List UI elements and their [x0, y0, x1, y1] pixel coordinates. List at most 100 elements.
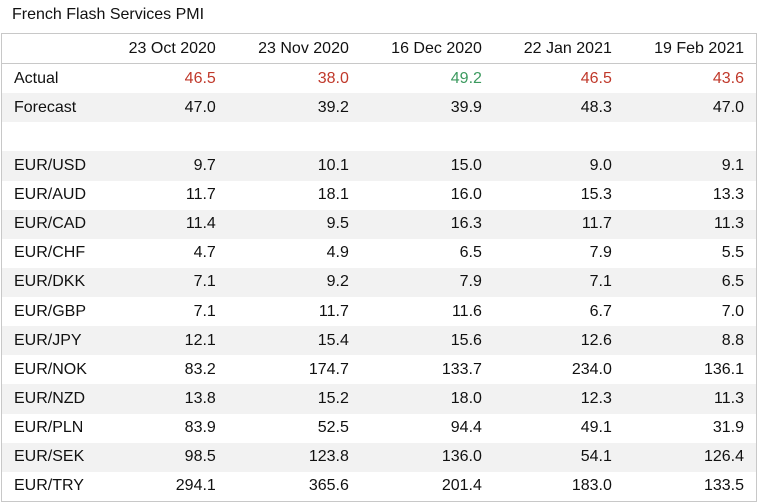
table-row: EUR/CHF 4.7 4.9 6.5 7.9 5.5	[2, 239, 757, 268]
value-cell: 11.6	[451, 302, 482, 320]
table-title: French Flash Services PMI	[12, 6, 205, 23]
value-cell: 49.2	[450, 69, 482, 87]
value-cell: 7.0	[721, 302, 744, 320]
value-cell: 7.1	[193, 302, 216, 320]
value-cell: 38.0	[317, 69, 349, 87]
value-cell: 9.1	[721, 156, 744, 174]
row-label: EUR/GBP	[14, 302, 87, 320]
value-cell: 31.9	[712, 419, 744, 437]
value-cell: 10.1	[317, 156, 349, 174]
value-cell: 94.4	[450, 419, 482, 437]
row-label: EUR/AUD	[14, 186, 87, 204]
value-cell: 54.1	[580, 448, 612, 466]
table-row: EUR/NZD 13.8 15.2 18.0 12.3 11.3	[1, 384, 757, 414]
value-cell: 9.2	[326, 273, 349, 291]
value-cell: 183.0	[571, 477, 612, 495]
value-cell: 11.7	[318, 302, 349, 320]
spacer-row	[2, 122, 757, 151]
value-cell: 136.0	[441, 448, 482, 466]
value-cell: 7.1	[193, 273, 216, 291]
table-row: Actual 46.5 38.0 49.2 46.5 43.6	[2, 64, 757, 94]
value-cell: 11.3	[714, 215, 744, 233]
column-header: 23 Nov 2020	[227, 33, 361, 64]
value-cell: 16.0	[450, 186, 482, 204]
value-cell: 9.7	[193, 156, 216, 174]
value-cell: 39.9	[450, 98, 482, 116]
value-cell: 98.5	[184, 448, 216, 466]
value-cell: 136.1	[703, 360, 744, 378]
value-cell: 43.6	[712, 69, 744, 87]
table-row: EUR/TRY 294.1 365.6 201.4 183.0 133.5	[2, 472, 757, 502]
value-cell: 46.5	[580, 69, 612, 87]
table-row: EUR/AUD 11.7 18.1 16.0 15.3 13.3	[2, 181, 757, 210]
table-row: EUR/JPY 12.1 15.4 15.6 12.6 8.8	[1, 326, 757, 356]
row-label: EUR/PLN	[14, 419, 84, 437]
column-header: 23 Oct 2020	[98, 33, 228, 64]
column-header: 22 Jan 2021	[493, 33, 624, 64]
value-cell: 6.7	[589, 302, 612, 320]
data-table: 23 Oct 2020 23 Nov 2020 16 Dec 2020 22 Jan …	[1, 33, 757, 502]
value-cell: 13.3	[712, 186, 744, 204]
value-cell: 6.5	[721, 273, 744, 291]
value-cell: 9.5	[326, 215, 349, 233]
value-cell: 174.7	[308, 360, 349, 378]
value-cell: 83.2	[184, 360, 216, 378]
value-cell: 6.5	[459, 244, 482, 262]
value-cell: 15.3	[580, 186, 612, 204]
value-cell: 47.0	[712, 98, 744, 116]
row-label: EUR/NOK	[14, 360, 87, 378]
value-cell: 5.5	[721, 244, 744, 262]
value-cell: 12.6	[580, 331, 612, 349]
value-cell: 4.9	[326, 244, 349, 262]
table-row: EUR/CAD 11.4 9.5 16.3 11.7 11.3	[1, 209, 757, 239]
value-cell: 16.3	[450, 215, 482, 233]
value-cell: 52.5	[317, 419, 349, 437]
table-row: EUR/PLN 83.9 52.5 94.4 49.1 31.9	[2, 414, 757, 443]
value-cell: 46.5	[184, 69, 216, 87]
value-cell: 47.0	[184, 98, 216, 116]
row-label: EUR/CAD	[14, 215, 87, 233]
table-body: Actual 46.5 38.0 49.2 46.5 43.6 Forecast 47.0 39…	[1, 64, 757, 502]
row-label: EUR/DKK	[14, 273, 86, 291]
value-cell: 7.9	[459, 273, 482, 291]
value-cell: 39.2	[317, 98, 349, 116]
value-cell: 15.4	[317, 331, 349, 349]
value-cell: 201.4	[441, 477, 482, 495]
value-cell: 9.0	[589, 156, 612, 174]
value-cell: 8.8	[721, 331, 744, 349]
value-cell: 294.1	[175, 477, 216, 495]
row-label: EUR/USD	[14, 156, 87, 174]
table-row: Forecast 47.0 39.2 39.9 48.3 47.0	[1, 93, 757, 123]
value-cell: 133.5	[703, 477, 744, 495]
column-header: 19 Feb 2021	[623, 33, 757, 64]
spacer-cell	[2, 122, 757, 151]
row-label: EUR/NZD	[14, 389, 86, 407]
value-cell: 15.0	[450, 156, 482, 174]
value-cell: 7.9	[589, 244, 612, 262]
table-row: EUR/USD 9.7 10.1 15.0 9.0 9.1	[1, 151, 757, 181]
value-cell: 4.7	[193, 244, 216, 262]
table-row: EUR/SEK 98.5 123.8 136.0 54.1 126.4	[1, 442, 757, 472]
column-header: 16 Dec 2020	[360, 33, 494, 64]
row-label: EUR/SEK	[14, 448, 85, 466]
value-cell: 123.8	[308, 448, 349, 466]
value-cell: 365.6	[308, 477, 349, 495]
row-label: Forecast	[14, 98, 77, 116]
value-cell: 49.1	[580, 419, 612, 437]
row-label: EUR/TRY	[14, 477, 84, 495]
value-cell: 15.2	[317, 389, 349, 407]
value-cell: 12.1	[184, 331, 216, 349]
value-cell: 11.3	[714, 389, 744, 407]
value-cell: 133.7	[441, 360, 482, 378]
row-label: EUR/CHF	[14, 244, 86, 262]
value-cell: 18.0	[450, 389, 482, 407]
value-cell: 11.4	[185, 215, 216, 233]
row-label: Actual	[14, 69, 59, 87]
value-cell: 13.8	[184, 389, 216, 407]
table-row: EUR/GBP 7.1 11.7 11.6 6.7 7.0	[2, 297, 757, 326]
value-cell: 234.0	[571, 360, 612, 378]
value-cell: 15.6	[450, 331, 482, 349]
value-cell: 12.3	[580, 389, 612, 407]
value-cell: 11.7	[581, 215, 612, 233]
